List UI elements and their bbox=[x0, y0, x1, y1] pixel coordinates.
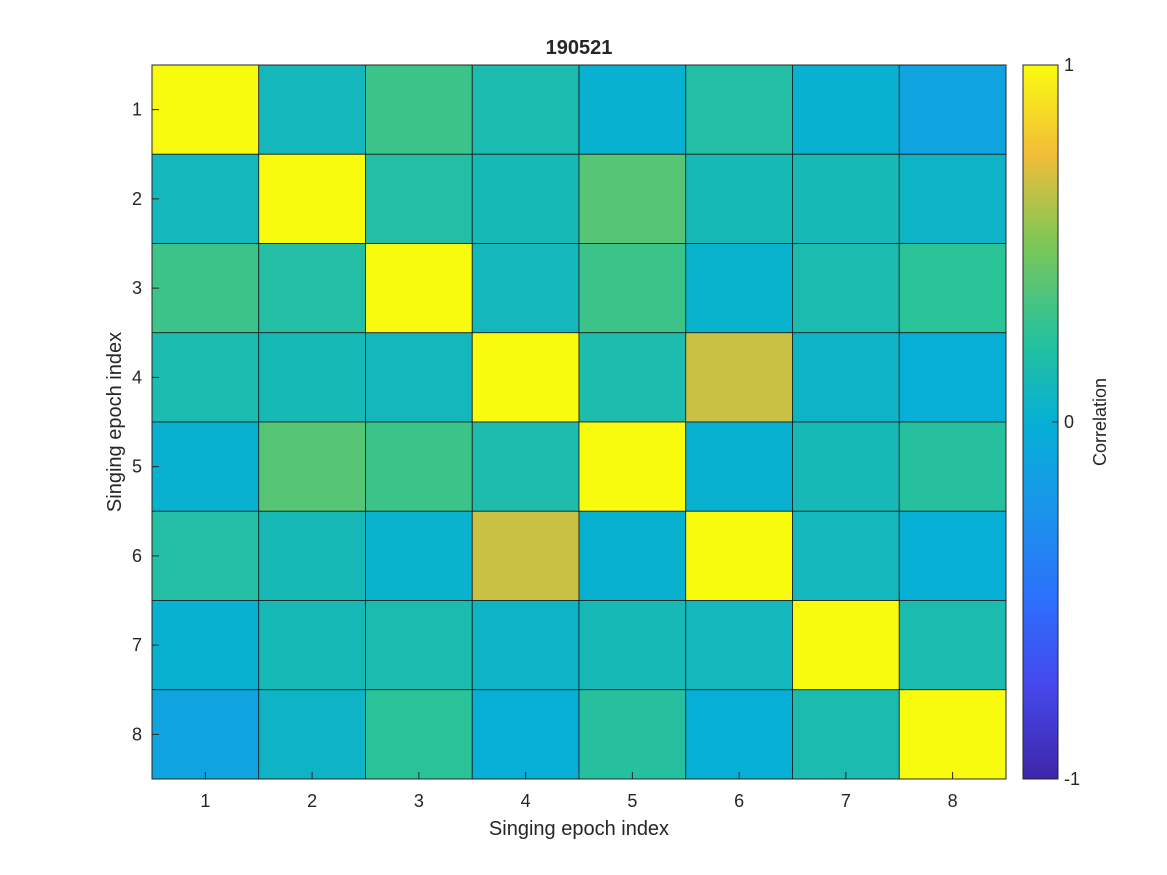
heatmap-cell bbox=[578, 243, 687, 334]
heatmap-cell bbox=[151, 421, 260, 512]
heatmap-cell bbox=[898, 64, 1007, 155]
heatmap-cell bbox=[898, 600, 1007, 691]
y-tick-label: 5 bbox=[132, 457, 142, 477]
colorbar-ticks: 1 0 -1 bbox=[1052, 55, 1080, 789]
heatmap-cell bbox=[471, 64, 580, 155]
y-tick-label: 1 bbox=[132, 100, 142, 120]
heatmap-cell bbox=[365, 332, 473, 423]
heatmap-cell bbox=[151, 153, 260, 244]
heatmap-cell bbox=[258, 421, 366, 512]
heatmap-cell bbox=[151, 600, 260, 691]
heatmap-cell bbox=[792, 600, 900, 691]
heatmap-cell bbox=[578, 421, 687, 512]
plot-frame bbox=[151, 64, 1007, 780]
x-tick-label: 6 bbox=[734, 791, 744, 811]
heatmap-cell bbox=[471, 153, 580, 244]
heatmap-cell bbox=[898, 153, 1007, 244]
heatmap-cell bbox=[685, 600, 793, 691]
x-tick-label: 4 bbox=[521, 791, 531, 811]
heatmap-cell bbox=[792, 64, 900, 155]
heatmap-cell bbox=[365, 153, 473, 244]
heatmap-cell bbox=[578, 64, 687, 155]
heatmap-cells bbox=[151, 64, 1007, 780]
heatmap-cell bbox=[792, 243, 900, 334]
heatmap-cell bbox=[898, 421, 1007, 512]
heatmap-cell bbox=[365, 421, 473, 512]
heatmap-cell bbox=[792, 510, 900, 601]
heatmap-cell bbox=[578, 332, 687, 423]
heatmap-cell bbox=[258, 600, 366, 691]
heatmap-cell bbox=[471, 510, 580, 601]
heatmap-cell bbox=[258, 689, 366, 780]
x-axis-ticks: 1 2 3 4 5 6 7 8 bbox=[200, 772, 958, 811]
heatmap-cell bbox=[578, 510, 687, 601]
heatmap-cell bbox=[685, 332, 793, 423]
heatmap-cell bbox=[258, 510, 366, 601]
heatmap-cell bbox=[685, 153, 793, 244]
heatmap-cell bbox=[151, 510, 260, 601]
heatmap-cell bbox=[471, 600, 580, 691]
heatmap-cell bbox=[471, 421, 580, 512]
heatmap-cell bbox=[578, 153, 687, 244]
heatmap-cell bbox=[578, 689, 687, 780]
heatmap-cell bbox=[685, 689, 793, 780]
heatmap-cell bbox=[365, 510, 473, 601]
x-tick-label: 1 bbox=[200, 791, 210, 811]
heatmap-cell bbox=[898, 689, 1007, 780]
heatmap-cell bbox=[685, 243, 793, 334]
heatmap-cell bbox=[792, 332, 900, 423]
heatmap-cell bbox=[365, 243, 473, 334]
x-axis-label: Singing epoch index bbox=[489, 818, 669, 840]
heatmap-cell bbox=[792, 153, 900, 244]
x-tick-label: 8 bbox=[948, 791, 958, 811]
heatmap-cell bbox=[365, 600, 473, 691]
heatmap-cell bbox=[685, 421, 793, 512]
heatmap-cell bbox=[471, 689, 580, 780]
heatmap-cell bbox=[365, 64, 473, 155]
x-tick-label: 7 bbox=[841, 791, 851, 811]
heatmap-cell bbox=[898, 332, 1007, 423]
colorbar-tick-label: -1 bbox=[1064, 769, 1080, 789]
heatmap-cell bbox=[258, 153, 366, 244]
heatmap-cell bbox=[258, 243, 366, 334]
y-tick-label: 6 bbox=[132, 546, 142, 566]
y-axis-label: Singing epoch index bbox=[104, 332, 126, 512]
heatmap-cell bbox=[792, 421, 900, 512]
heatmap-cell bbox=[151, 243, 260, 334]
colorbar-tick-label: 1 bbox=[1064, 55, 1074, 75]
y-axis-ticks: 1 2 3 4 5 6 7 8 bbox=[132, 100, 159, 744]
heatmap-cell bbox=[365, 689, 473, 780]
chart-title: 190521 bbox=[546, 37, 613, 59]
colorbar-label: Correlation bbox=[1090, 378, 1110, 466]
y-tick-label: 4 bbox=[132, 367, 142, 387]
heatmap-cell bbox=[792, 689, 900, 780]
heatmap-cell bbox=[151, 332, 260, 423]
colorbar-tick-label: 0 bbox=[1064, 412, 1074, 432]
y-tick-label: 3 bbox=[132, 278, 142, 298]
heatmap-cell bbox=[471, 243, 580, 334]
heatmap-cell bbox=[898, 243, 1007, 334]
y-tick-label: 7 bbox=[132, 635, 142, 655]
heatmap-cell bbox=[471, 332, 580, 423]
x-tick-label: 2 bbox=[307, 791, 317, 811]
x-tick-label: 5 bbox=[627, 791, 637, 811]
y-tick-label: 2 bbox=[132, 189, 142, 209]
heatmap-cell bbox=[898, 510, 1007, 601]
heatmap-cell bbox=[258, 332, 366, 423]
heatmap-cell bbox=[685, 510, 793, 601]
heatmap-cell bbox=[151, 689, 260, 780]
x-tick-label: 3 bbox=[414, 791, 424, 811]
heatmap-cell bbox=[151, 64, 260, 155]
y-tick-label: 8 bbox=[132, 724, 142, 744]
heatmap-cell bbox=[685, 64, 793, 155]
heatmap-cell bbox=[578, 600, 687, 691]
heatmap-cell bbox=[258, 64, 366, 155]
